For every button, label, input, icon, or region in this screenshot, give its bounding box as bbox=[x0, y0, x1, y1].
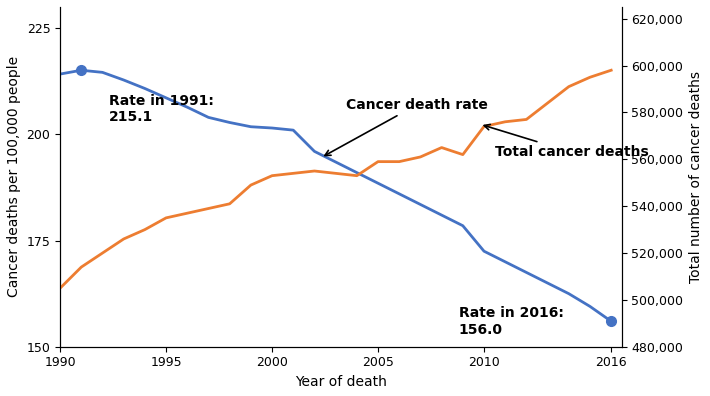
Y-axis label: Cancer deaths per 100,000 people: Cancer deaths per 100,000 people bbox=[7, 56, 21, 297]
Text: Rate in 1991:
215.1: Rate in 1991: 215.1 bbox=[109, 94, 214, 124]
Y-axis label: Total number of cancer deaths: Total number of cancer deaths bbox=[689, 71, 703, 283]
X-axis label: Year of death: Year of death bbox=[295, 375, 387, 389]
Text: Total cancer deaths: Total cancer deaths bbox=[484, 124, 648, 159]
Text: Cancer death rate: Cancer death rate bbox=[325, 98, 488, 156]
Text: Rate in 2016:
156.0: Rate in 2016: 156.0 bbox=[459, 307, 564, 337]
